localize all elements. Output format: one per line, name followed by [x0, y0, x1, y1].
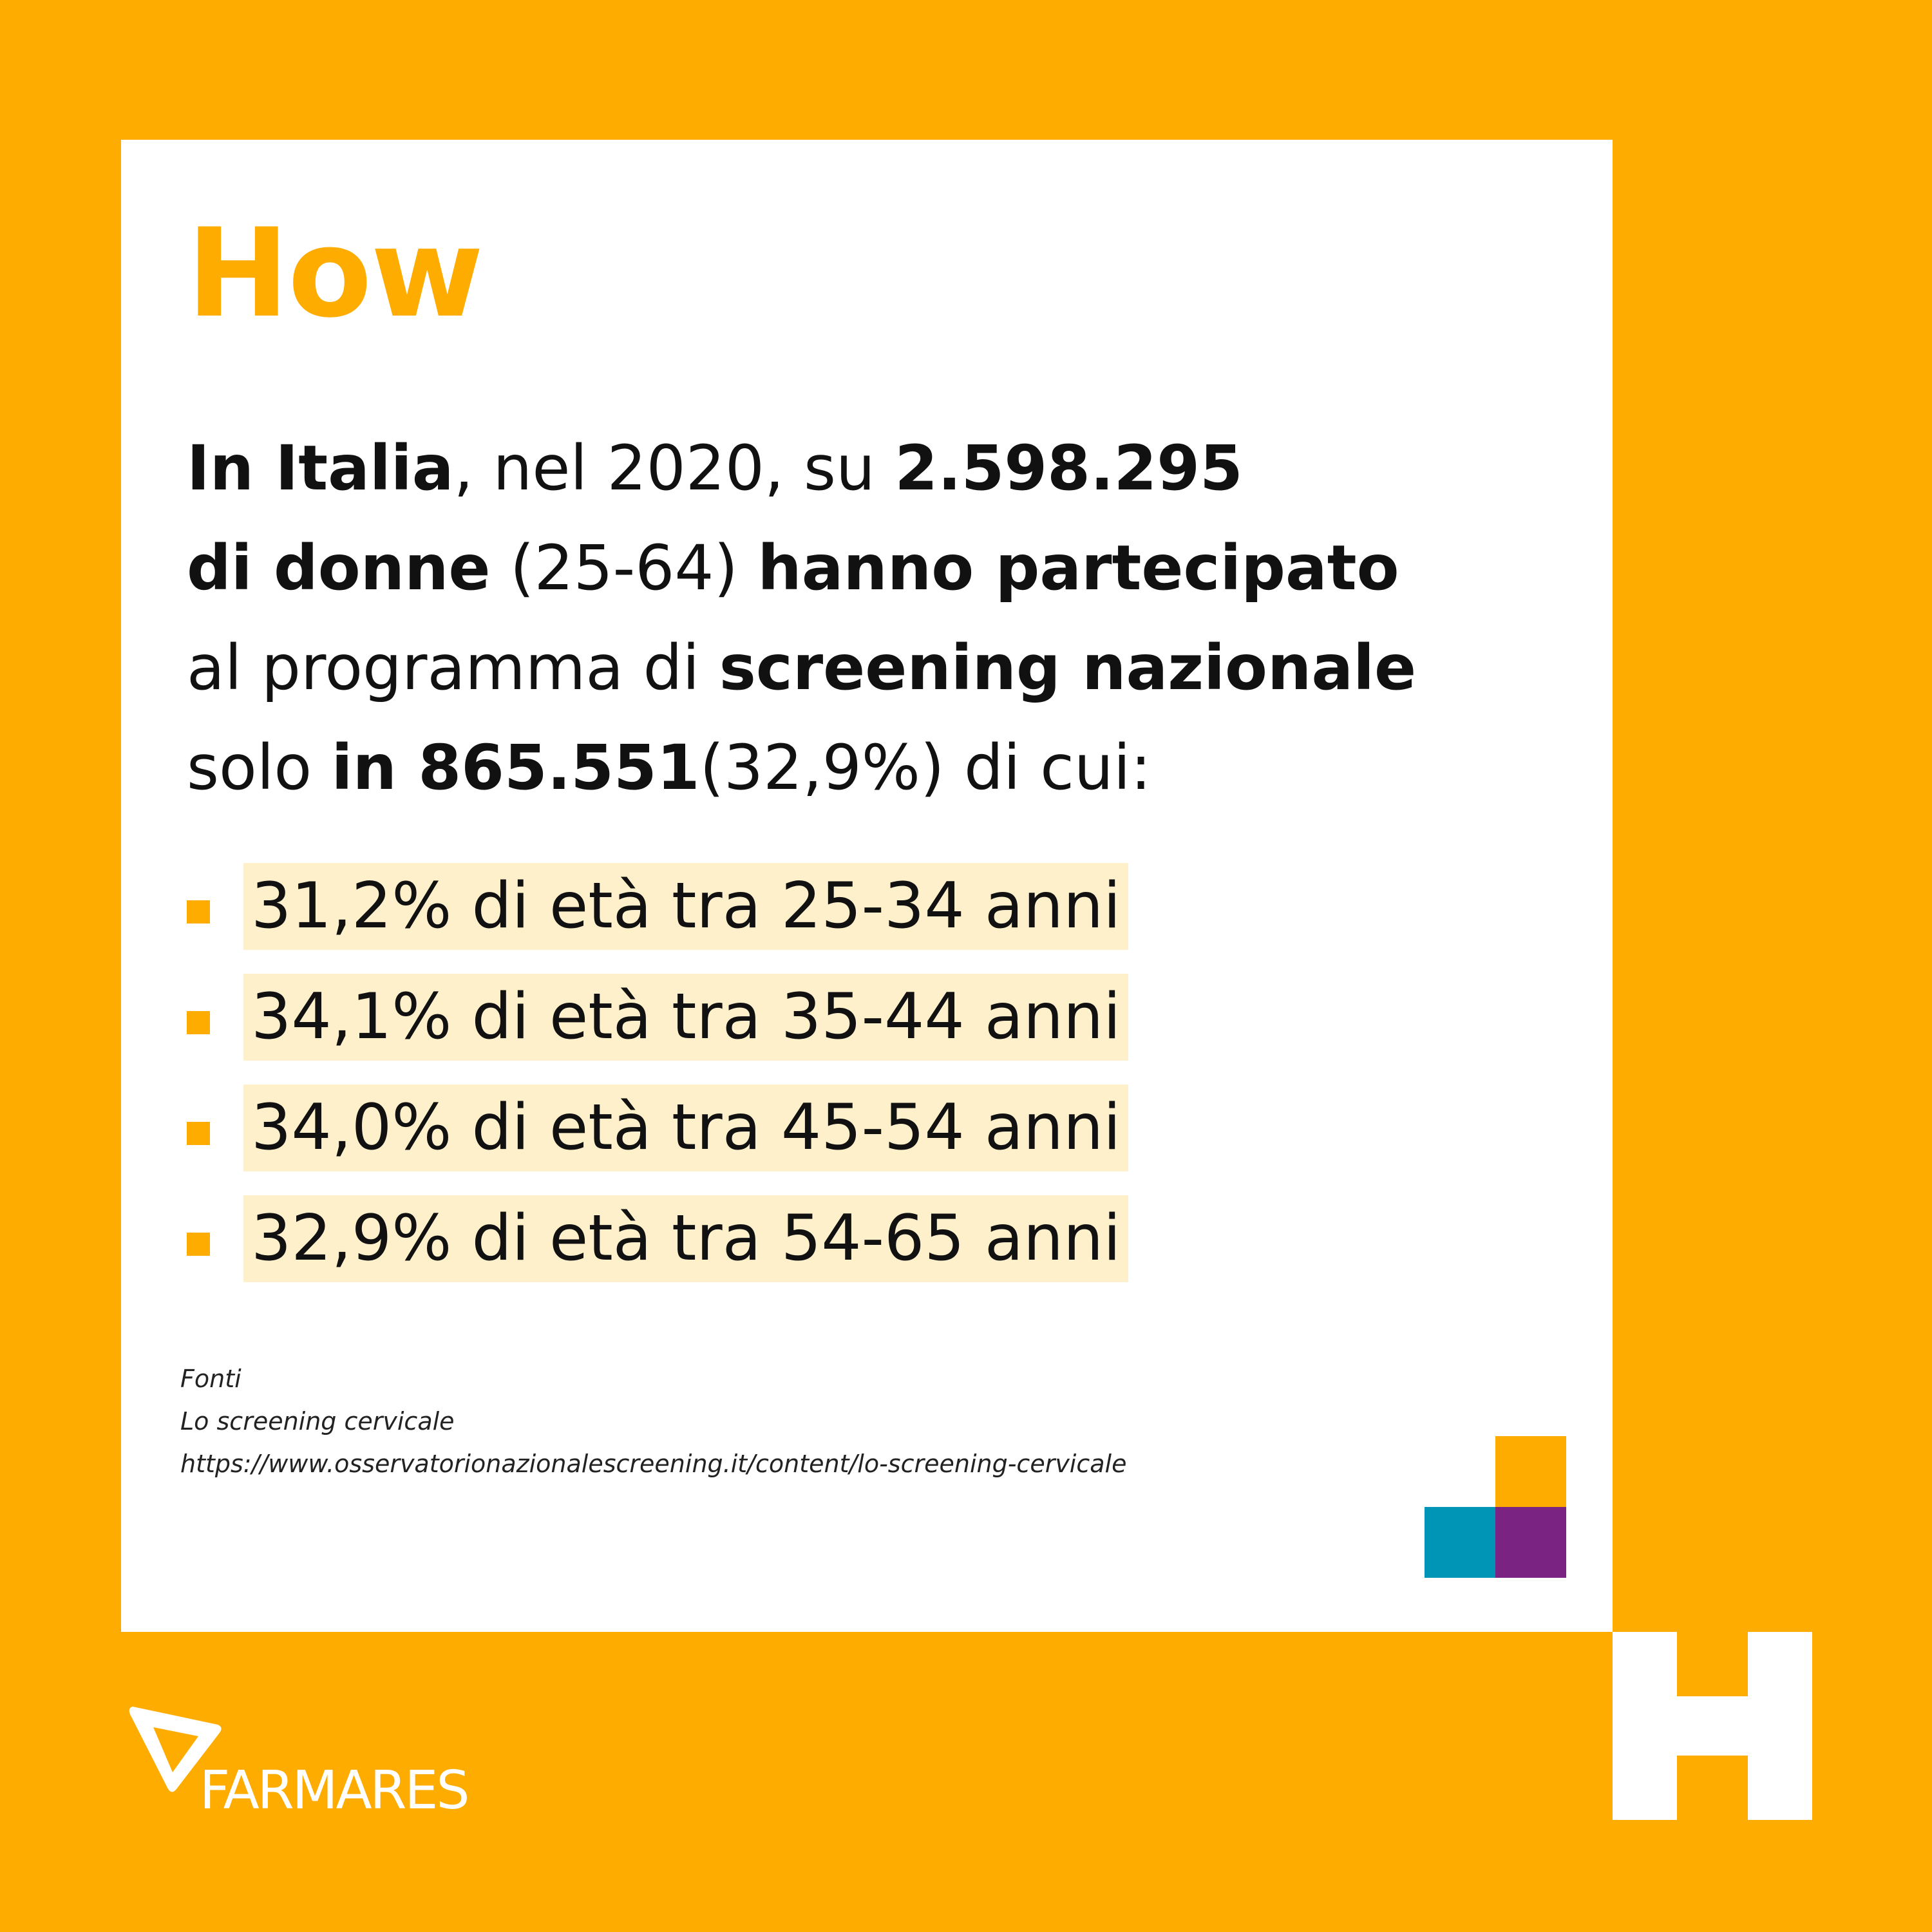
list-item-text: 32,9% di età tra 54-65 anni	[243, 1195, 1129, 1282]
brand-name: FARMARES	[200, 1760, 469, 1821]
teal-block	[1425, 1507, 1495, 1578]
list-item: 32,9% di età tra 54-65 anni	[187, 1195, 1129, 1306]
source-title: Lo screening cervicale	[180, 1407, 455, 1435]
sources-block: Fonti Lo screening cervicale https://www…	[180, 1358, 1126, 1485]
sources-label: Fonti	[180, 1365, 242, 1393]
bullet-square-icon	[187, 1122, 210, 1145]
list-item-text: 34,0% di età tra 45-54 anni	[243, 1084, 1129, 1171]
list-item-text: 31,2% di età tra 25-34 anni	[243, 863, 1129, 950]
bullet-square-icon	[187, 1233, 210, 1256]
list-item: 34,0% di età tra 45-54 anni	[187, 1084, 1129, 1195]
lead-line-1: In Italia, nel 2020, su 2.598.295	[187, 432, 1243, 504]
lead-line-4: solo in 865.551(32,9%) di cui:	[187, 732, 1151, 804]
lead-line-3: al programma di screening nazionale	[187, 632, 1417, 704]
lead-line-2: di donne (25-64) hanno partecipato	[187, 532, 1399, 604]
list-item: 34,1% di età tra 35-44 anni	[187, 974, 1129, 1084]
purple-block	[1495, 1507, 1566, 1578]
farmares-logo: FARMARES	[121, 1694, 507, 1829]
logo-triangle-icon	[129, 1707, 222, 1792]
bullet-square-icon	[187, 1011, 210, 1034]
age-breakdown-list: 31,2% di età tra 25-34 anni 34,1% di età…	[187, 863, 1129, 1306]
bullet-square-icon	[187, 900, 210, 923]
page-title: How	[187, 202, 484, 345]
list-item-text: 34,1% di età tra 35-44 anni	[243, 974, 1129, 1061]
lead-paragraph: In Italia, nel 2020, su 2.598.295 di don…	[187, 419, 1604, 818]
h-letter-icon	[1613, 1632, 1812, 1820]
color-blocks-decoration	[1425, 1436, 1566, 1578]
list-item: 31,2% di età tra 25-34 anni	[187, 863, 1129, 974]
orange-block	[1495, 1436, 1566, 1507]
source-url[interactable]: https://www.osservatorionazionalescreeni…	[180, 1450, 1127, 1478]
